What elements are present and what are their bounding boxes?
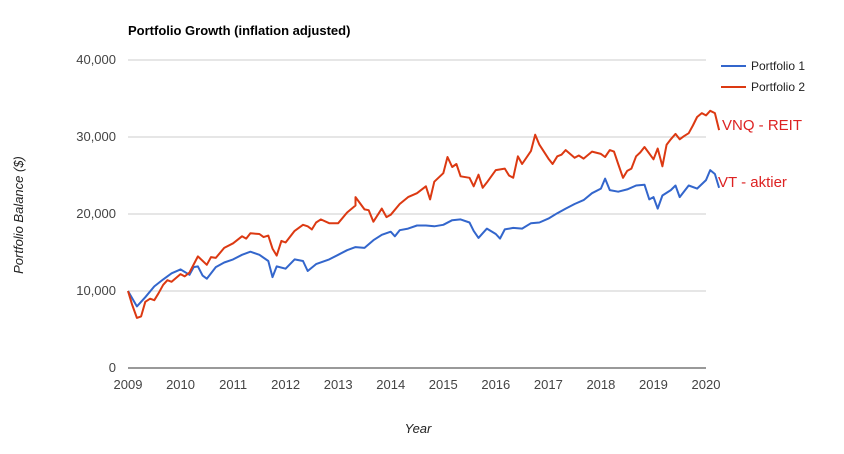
- x-tick-label: 2019: [639, 377, 668, 392]
- x-tick-label: 2014: [376, 377, 405, 392]
- series-lines: [127, 109, 721, 319]
- y-tick-label: 10,000: [76, 283, 116, 298]
- series-line-2: [127, 109, 721, 319]
- y-tick-label: 40,000: [76, 52, 116, 67]
- x-axis-ticks: 2009 2010 2011 2012 2013 2014 2015 2016 2017 2018…: [114, 377, 721, 392]
- x-tick-label: 2017: [534, 377, 563, 392]
- x-tick-label: 2011: [219, 377, 247, 392]
- annotation-vt-aktier: VT - aktier: [718, 174, 787, 191]
- y-tick-label: 0: [109, 360, 116, 375]
- x-tick-label: 2020: [692, 377, 721, 392]
- x-tick-label: 2018: [586, 377, 615, 392]
- x-tick-label: 2010: [166, 377, 195, 392]
- annotation-vnq-reit: VNQ - REIT: [722, 117, 802, 134]
- y-axis-ticks: 0 10,000 20,000 30,000 40,000: [76, 52, 116, 375]
- y-tick-label: 20,000: [76, 206, 116, 221]
- x-tick-label: 2016: [481, 377, 510, 392]
- legend-label-1: Portfolio 1: [751, 59, 805, 73]
- y-tick-label: 30,000: [76, 129, 116, 144]
- gridlines: [128, 59, 706, 369]
- legend: Portfolio 1 Portfolio 2: [721, 59, 805, 94]
- series-line-1: [127, 169, 721, 308]
- x-tick-label: 2009: [114, 377, 143, 392]
- y-axis-title: Portfolio Balance ($): [11, 156, 26, 274]
- x-tick-label: 2015: [429, 377, 458, 392]
- x-tick-label: 2013: [324, 377, 353, 392]
- chart-title: Portfolio Growth (inflation adjusted): [128, 23, 350, 38]
- x-tick-label: 2012: [271, 377, 300, 392]
- x-axis-title: Year: [405, 421, 432, 436]
- legend-label-2: Portfolio 2: [751, 80, 805, 94]
